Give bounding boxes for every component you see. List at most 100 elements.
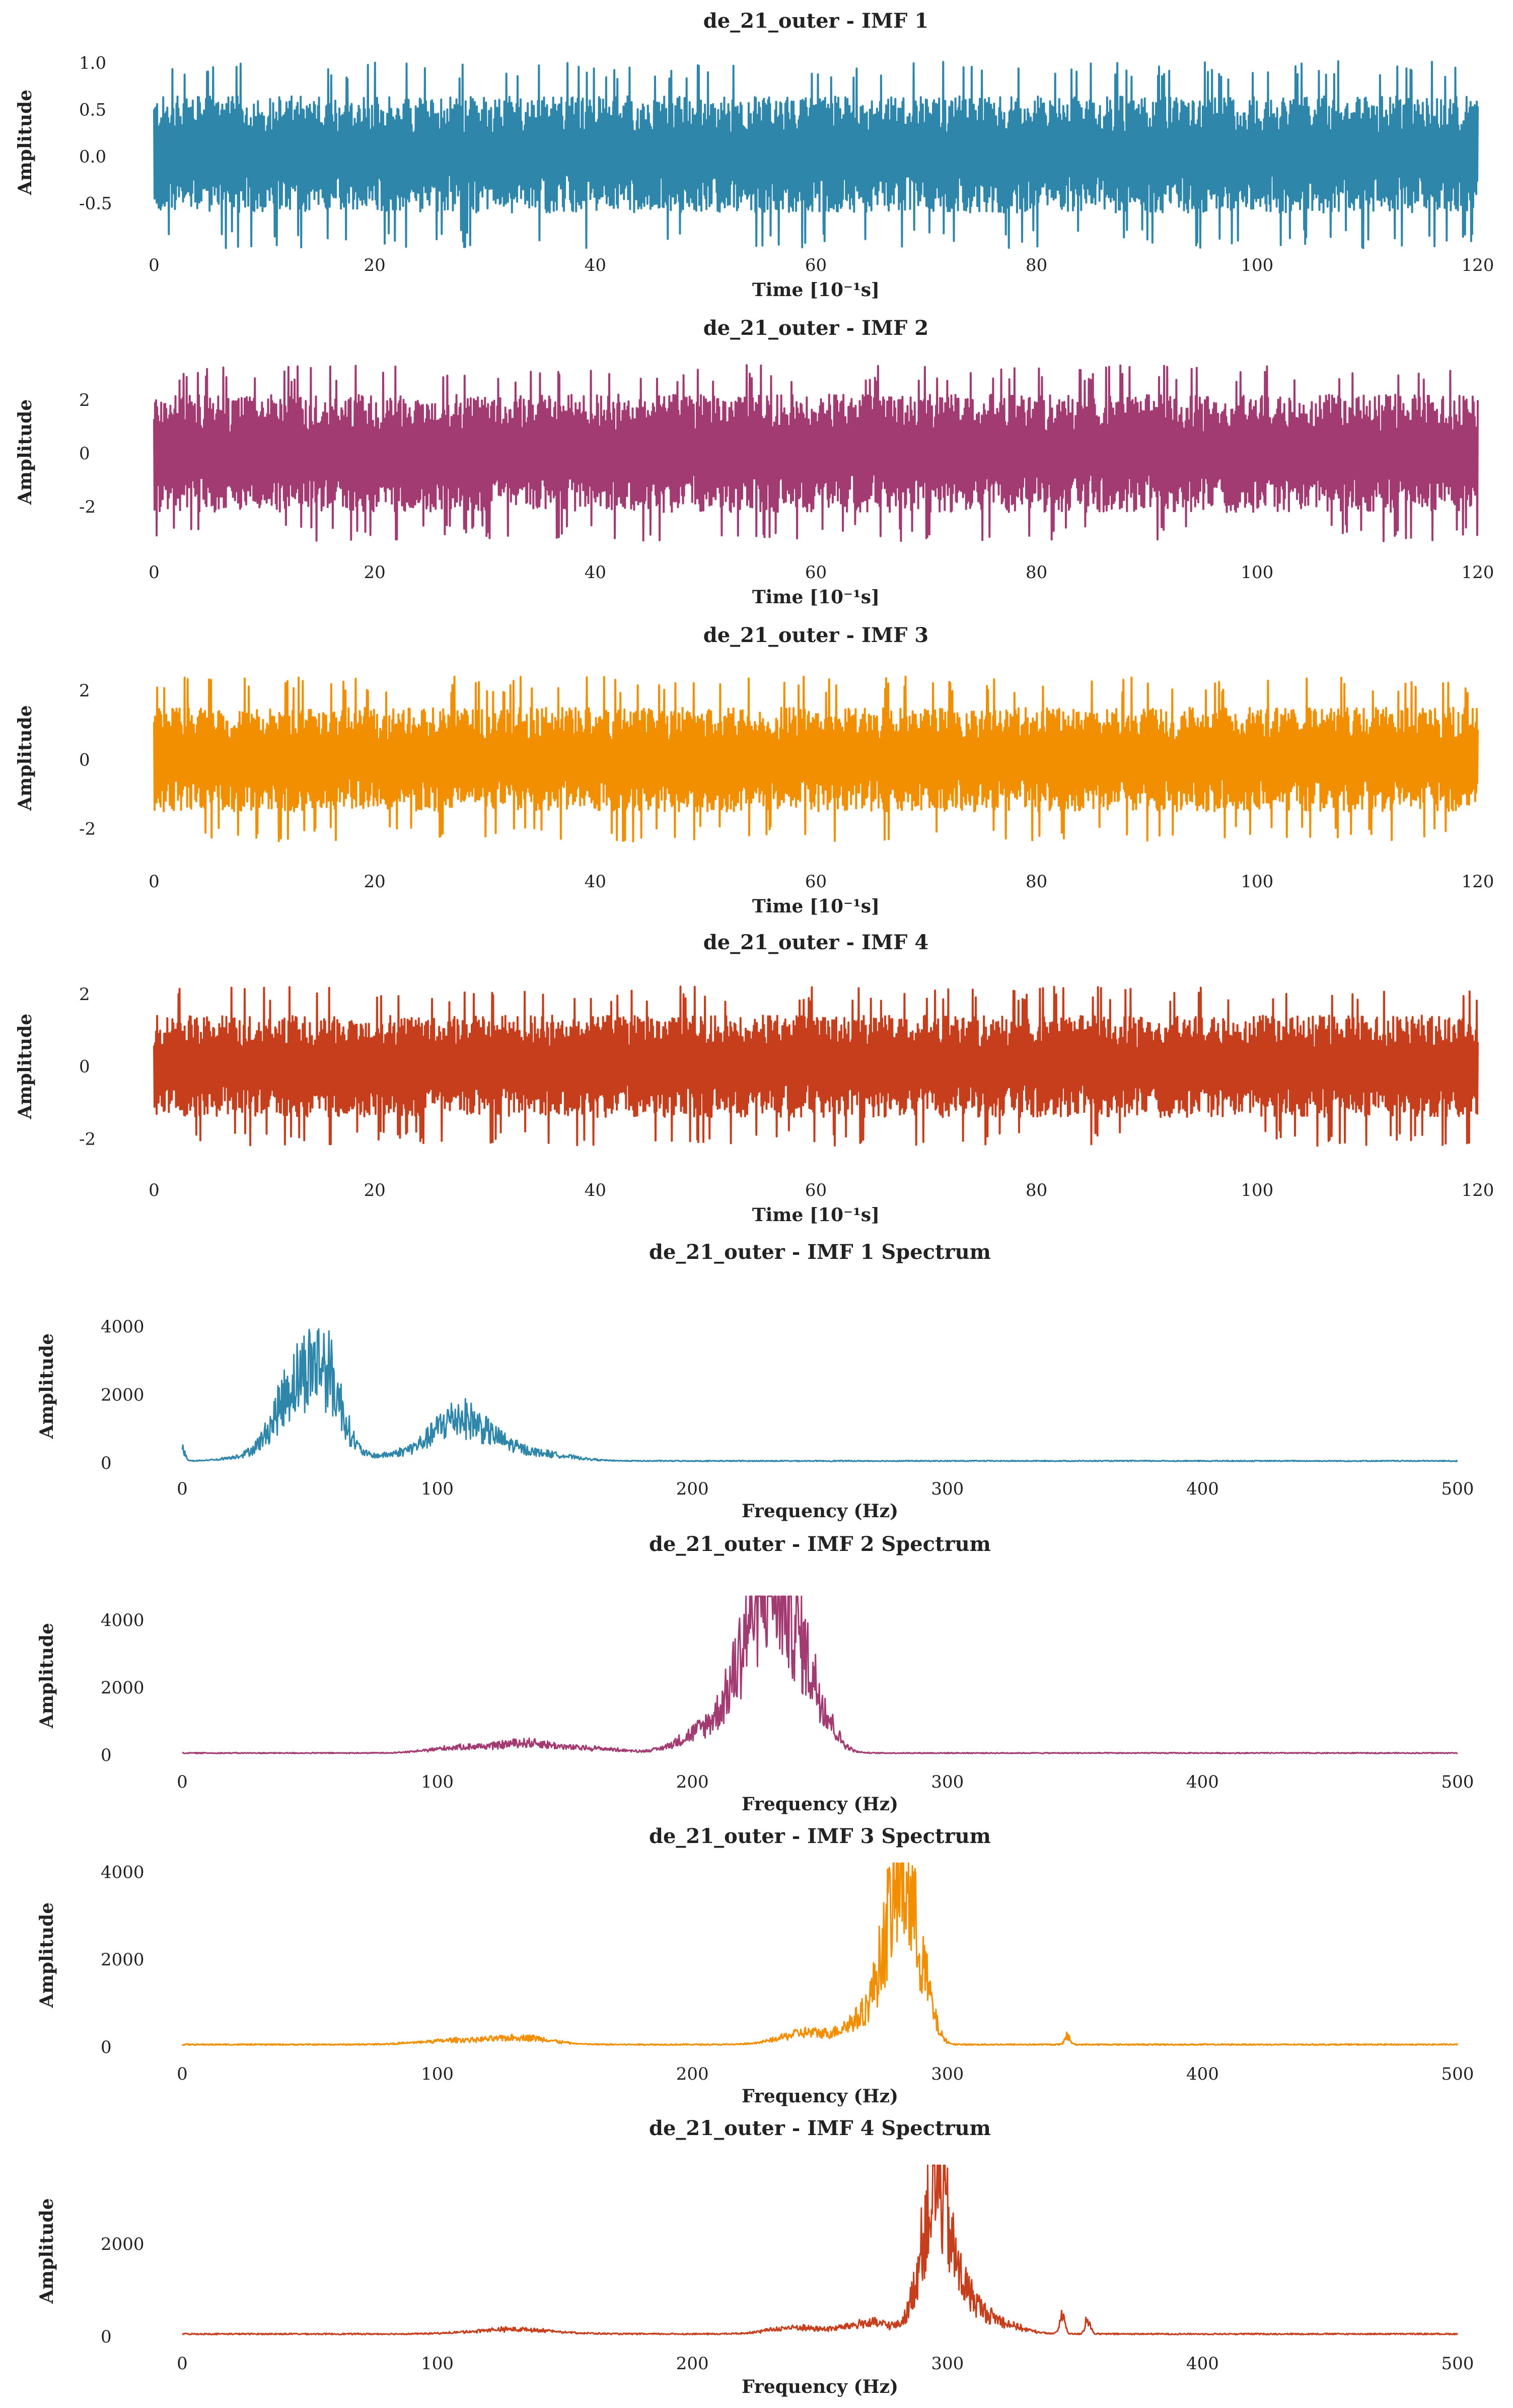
spectrum-line xyxy=(181,1328,1458,1462)
y-axis-label: Amplitude xyxy=(36,1623,57,1729)
x-tick-label: 100 xyxy=(421,1772,454,1792)
y-tick-label: -2 xyxy=(79,1129,96,1149)
x-axis-label: Frequency (Hz) xyxy=(742,2086,898,2107)
x-tick-label: 40 xyxy=(585,1180,606,1200)
y-tick-label: 0 xyxy=(101,2037,112,2058)
x-tick-label: 200 xyxy=(676,1772,709,1792)
x-tick-label: 40 xyxy=(585,872,606,892)
x-tick-label: 100 xyxy=(421,1479,454,1499)
x-tick-label: 400 xyxy=(1186,1772,1219,1792)
imf-signal-line xyxy=(153,364,1479,542)
chart-panel-5: de_21_outer - IMF 1 Spectrum Amplitude Fre… xyxy=(36,1240,1474,1522)
x-tick-label: 100 xyxy=(1241,1180,1273,1200)
spectrum-line xyxy=(182,1862,1459,2046)
x-tick-label: 300 xyxy=(931,1772,964,1792)
x-tick-label: 300 xyxy=(931,2064,964,2084)
x-tick-label: 100 xyxy=(1241,255,1273,275)
y-axis-label: Amplitude xyxy=(36,2198,57,2304)
x-tick-label: 100 xyxy=(1241,562,1273,583)
x-tick-label: 20 xyxy=(364,872,386,892)
y-tick-label: 2 xyxy=(79,984,90,1005)
x-tick-label: 100 xyxy=(421,2064,454,2084)
y-tick-label: 0 xyxy=(79,750,90,770)
x-axis-label: Time [10⁻¹s] xyxy=(752,896,880,917)
x-tick-label: 100 xyxy=(1241,872,1273,892)
spectrum-line xyxy=(182,1595,1458,1754)
chart-title: de_21_outer - IMF 3 xyxy=(703,623,928,647)
x-tick-label: 0 xyxy=(149,255,160,275)
x-tick-label: 0 xyxy=(149,872,160,892)
x-tick-label: 80 xyxy=(1026,562,1047,583)
x-tick-label: 120 xyxy=(1462,562,1494,583)
x-tick-label: 40 xyxy=(585,562,606,583)
y-tick-label: 4000 xyxy=(101,1610,145,1631)
spectrum-line xyxy=(182,2164,1459,2335)
x-tick-label: 80 xyxy=(1026,255,1047,275)
y-tick-label: 0.0 xyxy=(79,147,106,167)
y-tick-label: 2 xyxy=(79,390,90,410)
y-tick-label: 2000 xyxy=(101,2234,145,2254)
x-tick-label: 200 xyxy=(676,2354,709,2374)
chart-title: de_21_outer - IMF 1 Spectrum xyxy=(649,1240,991,1264)
chart-panel-4: de_21_outer - IMF 4 Amplitude Time [10⁻¹s]… xyxy=(15,931,1494,1226)
y-axis-label: Amplitude xyxy=(15,399,36,505)
x-axis-label: Frequency (Hz) xyxy=(742,2376,898,2397)
chart-title: de_21_outer - IMF 4 Spectrum xyxy=(649,2116,991,2140)
chart-panel-8: de_21_outer - IMF 4 Spectrum Amplitude Fre… xyxy=(36,2116,1474,2397)
chart-panel-1: de_21_outer - IMF 1 Amplitude Time [10⁻¹s]… xyxy=(15,9,1494,301)
x-tick-label: 80 xyxy=(1026,1180,1047,1200)
y-tick-label: 2000 xyxy=(101,1385,145,1405)
y-tick-label: 2000 xyxy=(101,1678,145,1698)
chart-title: de_21_outer - IMF 3 Spectrum xyxy=(649,1824,991,1848)
y-tick-label: 0 xyxy=(79,1057,90,1077)
y-tick-label: 0.5 xyxy=(79,100,106,120)
y-tick-label: 4000 xyxy=(101,1317,145,1337)
imf-signal-line xyxy=(153,675,1479,842)
chart-title: de_21_outer - IMF 2 xyxy=(703,316,928,340)
x-tick-label: 120 xyxy=(1462,1180,1494,1200)
x-tick-label: 60 xyxy=(805,255,827,275)
x-tick-label: 0 xyxy=(177,2354,188,2374)
x-tick-label: 120 xyxy=(1462,872,1494,892)
x-tick-label: 500 xyxy=(1442,2354,1474,2374)
y-tick-label: 0 xyxy=(101,1453,112,1473)
y-tick-label: -2 xyxy=(79,819,96,839)
chart-panel-6: de_21_outer - IMF 2 Spectrum Amplitude Fre… xyxy=(36,1532,1474,1815)
x-axis-label: Time [10⁻¹s] xyxy=(752,1205,880,1226)
x-tick-label: 500 xyxy=(1442,2064,1474,2084)
y-tick-label: 0 xyxy=(101,1745,112,1765)
x-tick-label: 80 xyxy=(1026,872,1047,892)
x-tick-label: 60 xyxy=(805,1180,827,1200)
x-tick-label: 0 xyxy=(177,1479,188,1499)
x-tick-label: 300 xyxy=(931,2354,964,2374)
chart-title: de_21_outer - IMF 4 xyxy=(703,931,928,954)
x-tick-label: 20 xyxy=(364,1180,386,1200)
y-tick-label: 2000 xyxy=(101,1950,145,1970)
x-tick-label: 120 xyxy=(1462,255,1494,275)
y-tick-label: 4000 xyxy=(101,1862,145,1882)
imf-signal-line xyxy=(153,60,1479,249)
y-axis-label: Amplitude xyxy=(15,705,36,811)
x-axis-label: Time [10⁻¹s] xyxy=(752,587,880,608)
chart-panel-3: de_21_outer - IMF 3 Amplitude Time [10⁻¹s]… xyxy=(15,623,1494,917)
x-tick-label: 100 xyxy=(421,2354,454,2374)
y-axis-label: Amplitude xyxy=(36,1902,57,2008)
x-tick-label: 0 xyxy=(149,562,160,583)
x-tick-label: 20 xyxy=(364,255,386,275)
x-tick-label: 40 xyxy=(585,255,606,275)
x-tick-label: 300 xyxy=(931,1479,964,1499)
chart-panel-2: de_21_outer - IMF 2 Amplitude Time [10⁻¹s]… xyxy=(15,316,1494,608)
x-tick-label: 400 xyxy=(1186,1479,1219,1499)
x-axis-label: Time [10⁻¹s] xyxy=(752,279,880,301)
y-axis-label: Amplitude xyxy=(15,1014,36,1119)
y-axis-label: Amplitude xyxy=(15,90,36,195)
y-tick-label: 2 xyxy=(79,681,90,701)
y-tick-label: 0 xyxy=(101,2327,112,2347)
x-tick-label: 20 xyxy=(364,562,386,583)
chart-title: de_21_outer - IMF 1 xyxy=(703,9,928,33)
x-tick-label: 60 xyxy=(805,562,827,583)
x-tick-label: 60 xyxy=(805,872,827,892)
x-tick-label: 500 xyxy=(1442,1479,1474,1499)
y-tick-label: 1.0 xyxy=(79,53,106,73)
